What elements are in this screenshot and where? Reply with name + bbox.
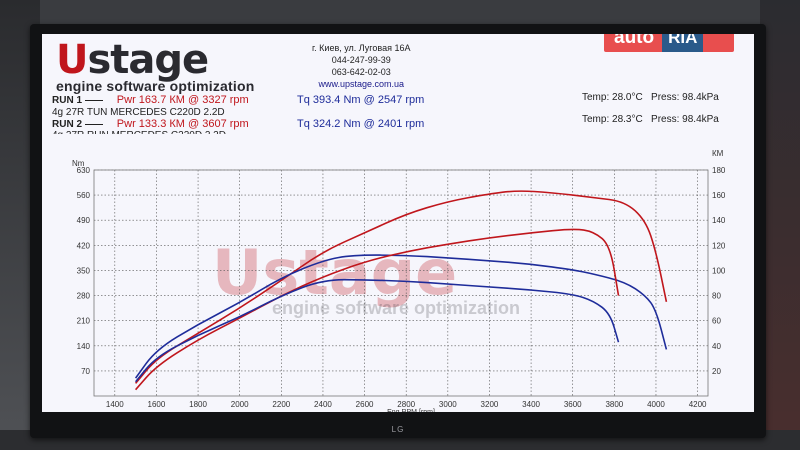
run-2-torque: Tq 324.2 Nm @ 2401 rpm: [297, 118, 425, 130]
y-right-tick-label: 80: [712, 292, 721, 301]
run-1-description: 4g 27R TUN MERCEDES C220D 2.2D: [52, 107, 225, 118]
x-tick-label: 4000: [647, 400, 665, 409]
y-right-tick-label: 160: [712, 191, 726, 200]
x-tick-label: 3200: [481, 400, 499, 409]
y-left-tick-label: 140: [77, 342, 91, 351]
chart-axes: 1400 1600 1800 2000 2200 2400 2600 2800 3000 3200…: [72, 149, 726, 412]
y-right-axis-label: КМ: [712, 149, 724, 158]
website: www.upstage.com.ua: [318, 79, 404, 89]
y-right-tick-label: 100: [712, 266, 726, 275]
run-2-label: RUN 2: [52, 119, 83, 130]
x-tick-label: 3400: [522, 400, 540, 409]
autoria-text: auto: [614, 34, 655, 48]
y-right-tick-label: 60: [712, 317, 721, 326]
y-left-tick-label: 560: [77, 191, 91, 200]
run-2-row: RUN 2 Pwr 133.3 КМ @ 3607 rpm: [52, 118, 249, 130]
y-right-tick-label: 20: [712, 367, 721, 376]
x-tick-label: 2200: [272, 400, 290, 409]
ria-badge: RIA: [662, 34, 704, 52]
address-line: г. Киев, ул. Луговая 16А: [312, 43, 411, 53]
autoria-watermark: auto RIA: [604, 34, 734, 52]
logo-subtitle: engine software optimization: [56, 78, 255, 94]
background-wall-right: [760, 0, 800, 450]
x-tick-label: 3600: [564, 400, 582, 409]
run-2-power: Pwr 133.3 КМ @ 3607 rpm: [116, 118, 249, 130]
plot-frame: [93, 169, 709, 397]
x-tick-label: 1400: [106, 400, 124, 409]
y-left-tick-label: 490: [77, 216, 91, 225]
y-right-tick-label: 120: [712, 241, 726, 250]
phone-2: 063-642-02-03: [331, 67, 391, 77]
upstage-logo: Ustage engine software optimization: [56, 40, 255, 94]
series-line-run-1-power: [134, 190, 668, 384]
series-line-run-1-torque: [134, 254, 668, 379]
run-1-temp: Temp: 28.0°C: [582, 92, 643, 103]
x-axis-label: Eng RPM [rpm]: [387, 409, 435, 412]
y-left-tick-label: 350: [77, 266, 91, 275]
x-tick-label: 2400: [314, 400, 332, 409]
x-tick-label: 1600: [148, 400, 166, 409]
y-right-tick-label: 40: [712, 342, 721, 351]
x-tick-label: 2600: [356, 400, 374, 409]
dyno-screen: Ustage engine software optimization г. К…: [42, 34, 754, 412]
y-left-tick-label: 70: [81, 367, 90, 376]
series-line-run-2-torque: [134, 278, 620, 383]
x-tick-label: 3800: [605, 400, 623, 409]
report-header: Ustage engine software optimization г. К…: [42, 34, 754, 142]
run-1-power: Pwr 163.7 КМ @ 3327 rpm: [116, 94, 249, 106]
run-1-torque: Tq 393.4 Nm @ 2547 rpm: [297, 94, 425, 106]
run-2-temp: Temp: 28.3°C: [582, 114, 643, 125]
y-left-axis-label: Nm: [72, 159, 85, 168]
logo-u: U: [56, 37, 89, 83]
x-tick-label: 2800: [397, 400, 415, 409]
y-left-tick-label: 210: [77, 317, 91, 326]
run-2-conditions: Temp: 28.3°C Press: 98.4kPa: [582, 114, 719, 125]
watermark-subtitle: engine software optimization: [272, 298, 520, 318]
phone-1: 044-247-99-39: [331, 55, 391, 65]
y-right-tick-label: 180: [712, 166, 726, 175]
y-right-tick-label: 140: [712, 216, 726, 225]
x-tick-label: 1800: [189, 400, 207, 409]
y-left-tick-label: 280: [77, 292, 91, 301]
tv-brand-logo: LG: [391, 425, 405, 434]
run-1-label: RUN 1: [52, 95, 83, 106]
x-tick-label: 4200: [689, 400, 707, 409]
x-tick-label: 3000: [439, 400, 457, 409]
y-left-tick-label: 420: [77, 241, 91, 250]
x-tick-label: 2000: [231, 400, 249, 409]
y-left-tick-label: 630: [77, 166, 91, 175]
run-1-row: RUN 1 Pwr 163.7 КМ @ 3327 rpm: [52, 94, 249, 106]
run-1-press: Press: 98.4kPa: [651, 92, 719, 103]
series-line-run-2-power: [134, 228, 620, 391]
tv-monitor: Ustage engine software optimization г. К…: [30, 24, 766, 438]
logo-stage: stage: [87, 37, 209, 83]
run-1-conditions: Temp: 28.0°C Press: 98.4kPa: [582, 92, 719, 103]
chart-series: [134, 190, 668, 391]
run-2-torque-row: Tq 324.2 Nm @ 2401 rpm: [297, 118, 424, 130]
company-address: г. Киев, ул. Луговая 16А 044-247-99-39 0…: [312, 42, 410, 90]
run-2-press: Press: 98.4kPa: [651, 114, 719, 125]
run-1-torque-row: Tq 393.4 Nm @ 2547 rpm: [297, 94, 424, 106]
